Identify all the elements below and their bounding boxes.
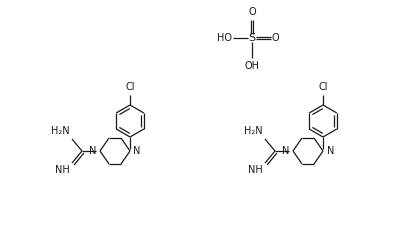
Text: N: N <box>89 146 96 156</box>
Text: NH: NH <box>55 165 70 175</box>
Text: NH: NH <box>248 165 263 175</box>
Text: S: S <box>248 33 256 43</box>
Text: N: N <box>282 146 290 156</box>
Text: Cl: Cl <box>318 82 328 92</box>
Text: O: O <box>248 7 256 17</box>
Text: Cl: Cl <box>125 82 135 92</box>
Text: N: N <box>326 146 334 156</box>
Text: OH: OH <box>245 61 260 71</box>
Text: HO: HO <box>217 33 232 43</box>
Text: N: N <box>134 146 141 156</box>
Text: H₂N: H₂N <box>244 126 263 136</box>
Text: H₂N: H₂N <box>51 126 70 136</box>
Text: O: O <box>272 33 279 43</box>
